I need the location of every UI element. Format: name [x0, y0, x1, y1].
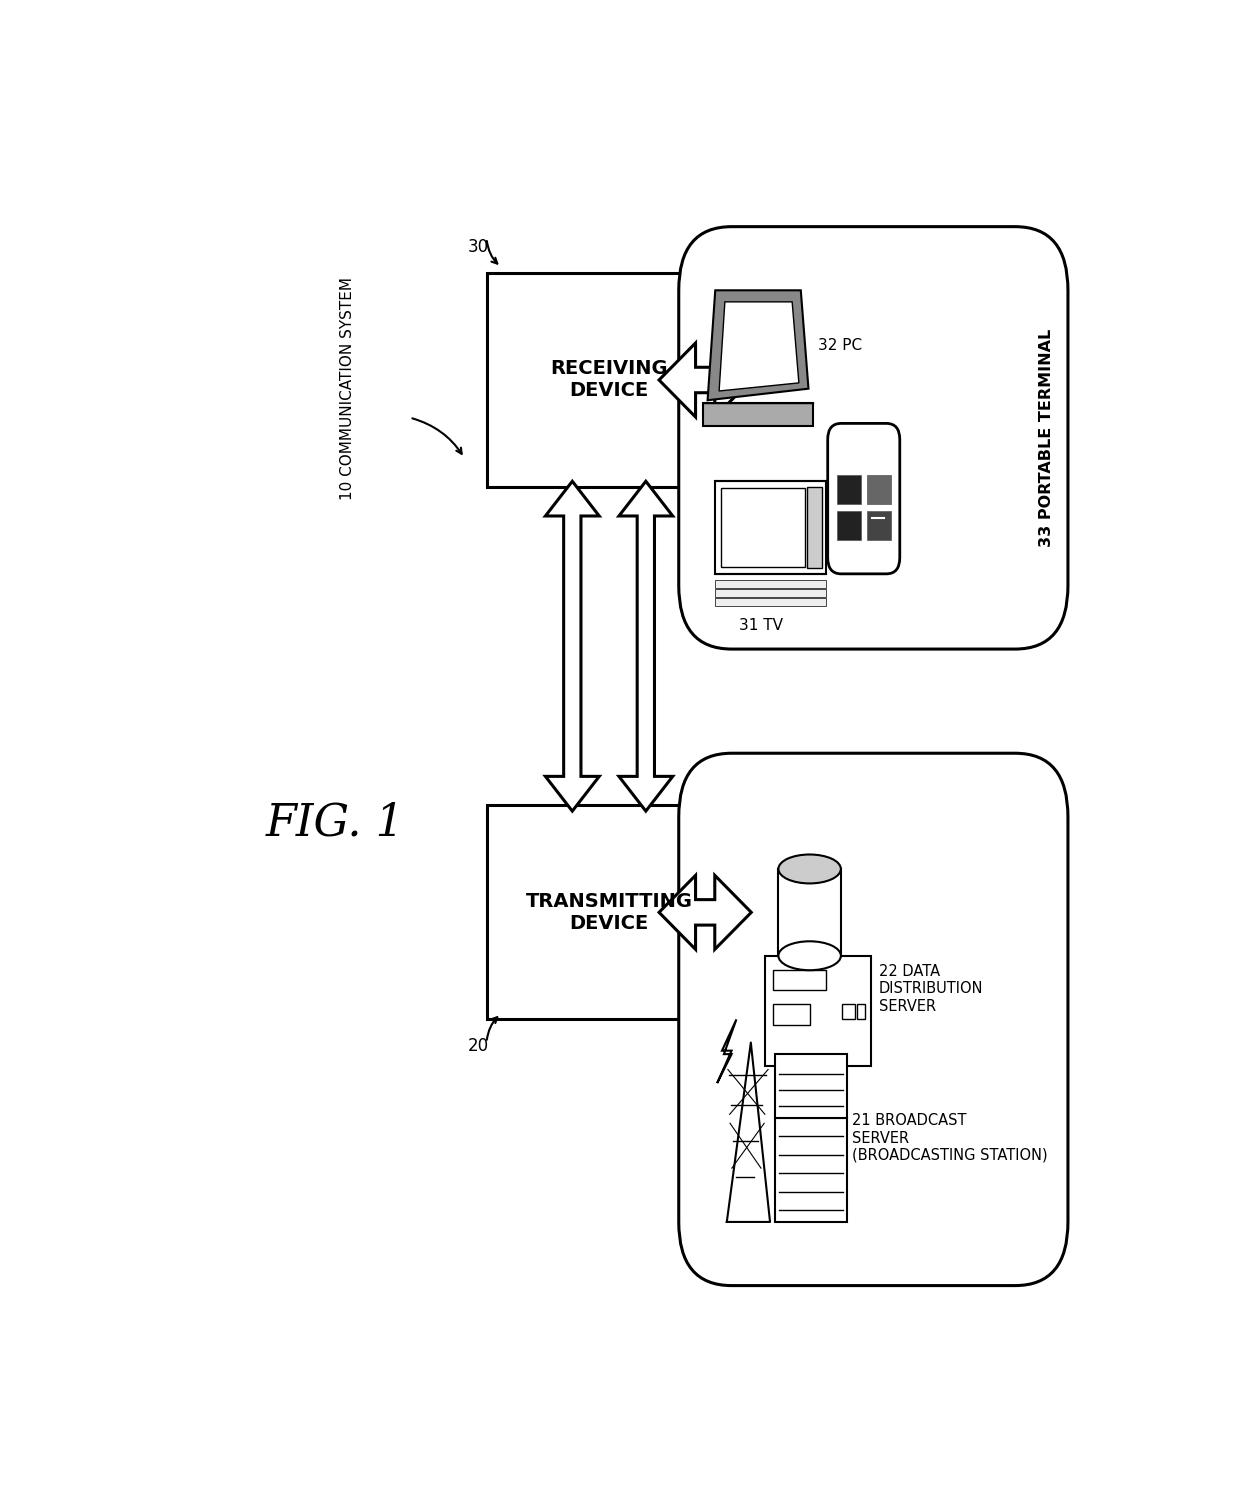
Bar	[715, 580, 826, 588]
Bar	[806, 487, 822, 568]
Bar	[779, 869, 841, 956]
Polygon shape	[658, 875, 751, 950]
Text: 22 DATA
DISTRIBUTION
SERVER: 22 DATA DISTRIBUTION SERVER	[879, 963, 983, 1013]
Text: TRANSMITTING
DEVICE: TRANSMITTING DEVICE	[526, 891, 693, 933]
Ellipse shape	[779, 855, 841, 884]
FancyBboxPatch shape	[678, 753, 1068, 1285]
Bar	[720, 488, 805, 567]
Bar	[842, 1004, 854, 1019]
Polygon shape	[708, 290, 808, 400]
Bar	[765, 956, 870, 1066]
Bar	[773, 969, 826, 990]
Bar	[486, 274, 732, 487]
Text: 32 PC: 32 PC	[818, 338, 862, 353]
Text: FIG. 1: FIG. 1	[265, 801, 404, 845]
Ellipse shape	[779, 941, 841, 971]
Bar	[837, 475, 862, 505]
Polygon shape	[717, 1019, 737, 1084]
Text: 31 TV: 31 TV	[739, 618, 784, 633]
Text: 21 BROADCAST
SERVER
(BROADCASTING STATION): 21 BROADCAST SERVER (BROADCASTING STATIO…	[852, 1114, 1048, 1163]
FancyBboxPatch shape	[828, 424, 900, 574]
Text: RECEIVING
DEVICE: RECEIVING DEVICE	[551, 359, 668, 400]
Bar	[715, 481, 826, 574]
Polygon shape	[658, 343, 751, 416]
Bar	[867, 511, 892, 540]
Bar	[703, 403, 813, 425]
Bar	[775, 1054, 847, 1118]
Polygon shape	[719, 302, 799, 391]
Polygon shape	[546, 481, 599, 812]
Bar	[715, 589, 826, 597]
Bar	[837, 511, 862, 540]
Text: 10 COMMUNICATION SYSTEM: 10 COMMUNICATION SYSTEM	[340, 277, 355, 500]
Bar	[867, 475, 892, 505]
Bar	[486, 806, 732, 1019]
Text: 33 PORTABLE TERMINAL: 33 PORTABLE TERMINAL	[1039, 329, 1054, 547]
Polygon shape	[619, 481, 673, 812]
Bar	[775, 1118, 847, 1222]
Text: 20: 20	[467, 1037, 489, 1055]
Bar	[858, 1004, 866, 1019]
Bar	[773, 1004, 810, 1025]
Bar	[715, 598, 826, 606]
Text: 30: 30	[467, 237, 489, 256]
FancyBboxPatch shape	[678, 227, 1068, 649]
